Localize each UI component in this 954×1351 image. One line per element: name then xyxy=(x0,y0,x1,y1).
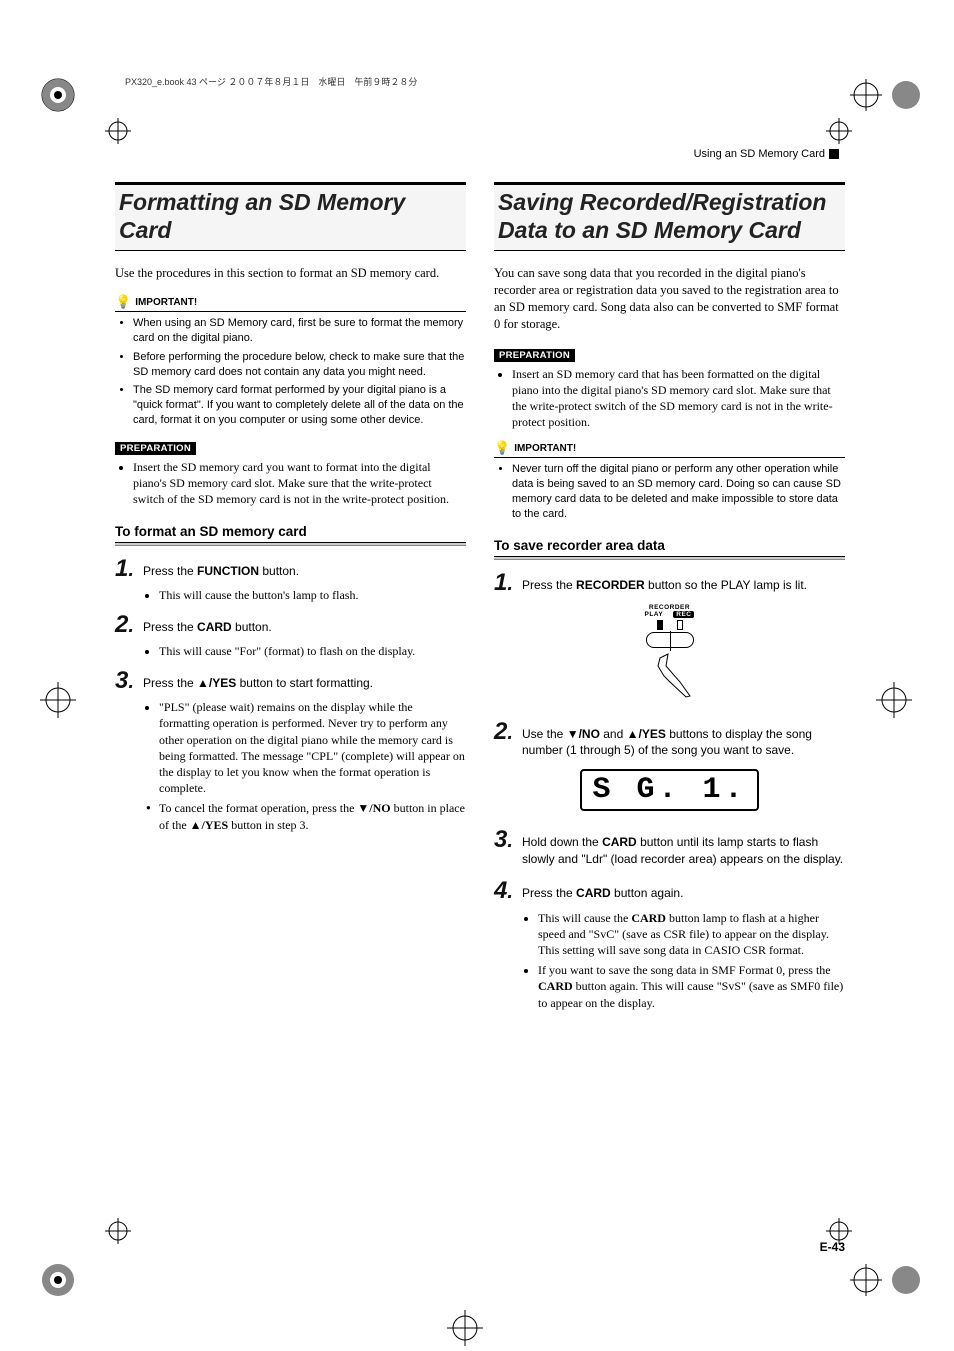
step-sub: "PLS" (please wait) remains on the displ… xyxy=(115,699,466,833)
step-sub: This will cause "For" (format) to flash … xyxy=(115,643,466,659)
step-sub: This will cause the CARD button lamp to … xyxy=(494,910,845,1011)
step-number: 2. xyxy=(115,614,135,636)
step-text: Hold down the CARD button until its lamp… xyxy=(522,829,845,868)
subsection-title: To save recorder area data xyxy=(494,538,845,553)
lightbulb-icon: 💡 xyxy=(494,440,510,456)
left-column: Formatting an SD Memory Card Use the pro… xyxy=(115,182,466,1021)
left-heading: Formatting an SD Memory Card xyxy=(115,182,466,251)
important-list: Never turn off the digital piano or perf… xyxy=(494,462,845,521)
right-intro: You can save song data that you recorded… xyxy=(494,265,845,333)
step-1: 1. Press the FUNCTION button. xyxy=(115,558,466,580)
important-text: IMPORTANT! xyxy=(514,443,576,454)
running-header-text: Using an SD Memory Card xyxy=(694,148,825,160)
step-4: 4. Press the CARD button again. xyxy=(494,880,845,902)
registration-mark xyxy=(850,75,920,115)
divider xyxy=(494,556,845,560)
led-off-icon xyxy=(677,620,683,630)
page-content: PX320_e.book 43 ページ ２００７年８月１日 水曜日 午前９時２８… xyxy=(115,75,845,1021)
list-item: If you want to save the song data in SMF… xyxy=(538,962,845,1011)
page-number: E-43 xyxy=(820,1240,845,1254)
preparation-label: PREPARATION xyxy=(494,349,575,362)
right-column: Saving Recorded/Registration Data to an … xyxy=(494,182,845,1021)
list-item: To cancel the format operation, press th… xyxy=(159,800,466,832)
subsection-title: To format an SD memory card xyxy=(115,524,466,539)
preparation-label: PREPARATION xyxy=(115,442,196,455)
list-item: Insert an SD memory card that has been f… xyxy=(512,366,845,431)
recorder-label: RECORDER xyxy=(620,604,720,611)
led-on-icon xyxy=(657,620,663,630)
right-heading: Saving Recorded/Registration Data to an … xyxy=(494,182,845,251)
registration-mark xyxy=(38,680,78,720)
play-label: PLAY xyxy=(645,611,664,618)
header-marker-icon xyxy=(829,149,839,159)
step-number: 3. xyxy=(115,670,135,692)
step-number: 1. xyxy=(115,558,135,580)
list-item: The SD memory card format performed by y… xyxy=(133,383,466,428)
divider xyxy=(115,542,466,546)
display-figure: S G. 1. xyxy=(494,769,845,811)
step-text: Press the RECORDER button so the PLAY la… xyxy=(522,572,845,594)
list-item: This will cause the CARD button lamp to … xyxy=(538,910,845,959)
step-number: 2. xyxy=(494,721,514,760)
step-text: Press the FUNCTION button. xyxy=(143,558,466,580)
step-sub: This will cause the button's lamp to fla… xyxy=(115,587,466,603)
step-text: Press the CARD button again. xyxy=(522,880,845,902)
step-2: 2. Press the CARD button. xyxy=(115,614,466,636)
important-label: 💡 IMPORTANT! xyxy=(115,294,466,310)
registration-mark xyxy=(874,680,914,720)
left-intro: Use the procedures in this section to fo… xyxy=(115,265,466,282)
registration-mark xyxy=(38,1260,78,1300)
list-item: Never turn off the digital piano or perf… xyxy=(512,462,845,521)
step-number: 1. xyxy=(494,572,514,594)
lcd-display: S G. 1. xyxy=(580,769,758,811)
registration-mark xyxy=(38,75,78,115)
divider xyxy=(494,457,845,458)
step-text: Press the ▲/YES button to start formatti… xyxy=(143,670,466,692)
recorder-diagram: RECORDER PLAY REC xyxy=(494,604,845,703)
step-1: 1. Press the RECORDER button so the PLAY… xyxy=(494,572,845,594)
important-text: IMPORTANT! xyxy=(135,297,197,308)
step-number: 4. xyxy=(494,880,514,902)
step-text: Press the CARD button. xyxy=(143,614,466,636)
list-item: Insert the SD memory card you want to fo… xyxy=(133,459,466,508)
step-3: 3. Press the ▲/YES button to start forma… xyxy=(115,670,466,692)
list-item: Before performing the procedure below, c… xyxy=(133,350,466,380)
list-item: When using an SD Memory card, first be s… xyxy=(133,316,466,346)
important-list: When using an SD Memory card, first be s… xyxy=(115,316,466,428)
registration-mark xyxy=(850,1260,920,1300)
step-text: Use the ▼/NO and ▲/YES buttons to displa… xyxy=(522,721,845,760)
step-3: 3. Hold down the CARD button until its l… xyxy=(494,829,845,868)
preparation-list: Insert the SD memory card you want to fo… xyxy=(115,459,466,508)
divider xyxy=(115,311,466,312)
print-header: PX320_e.book 43 ページ ２００７年８月１日 水曜日 午前９時２８… xyxy=(115,75,845,88)
running-header: Using an SD Memory Card xyxy=(115,148,845,160)
preparation-list: Insert an SD memory card that has been f… xyxy=(494,366,845,431)
registration-mark xyxy=(105,1218,131,1244)
button-outline-icon xyxy=(646,632,694,648)
lightbulb-icon: 💡 xyxy=(115,294,131,310)
registration-mark xyxy=(445,1308,485,1348)
rec-label: REC xyxy=(673,611,694,618)
step-number: 3. xyxy=(494,829,514,868)
hand-pointer-icon xyxy=(620,652,720,703)
step-2: 2. Use the ▼/NO and ▲/YES buttons to dis… xyxy=(494,721,845,760)
important-label: 💡 IMPORTANT! xyxy=(494,440,845,456)
